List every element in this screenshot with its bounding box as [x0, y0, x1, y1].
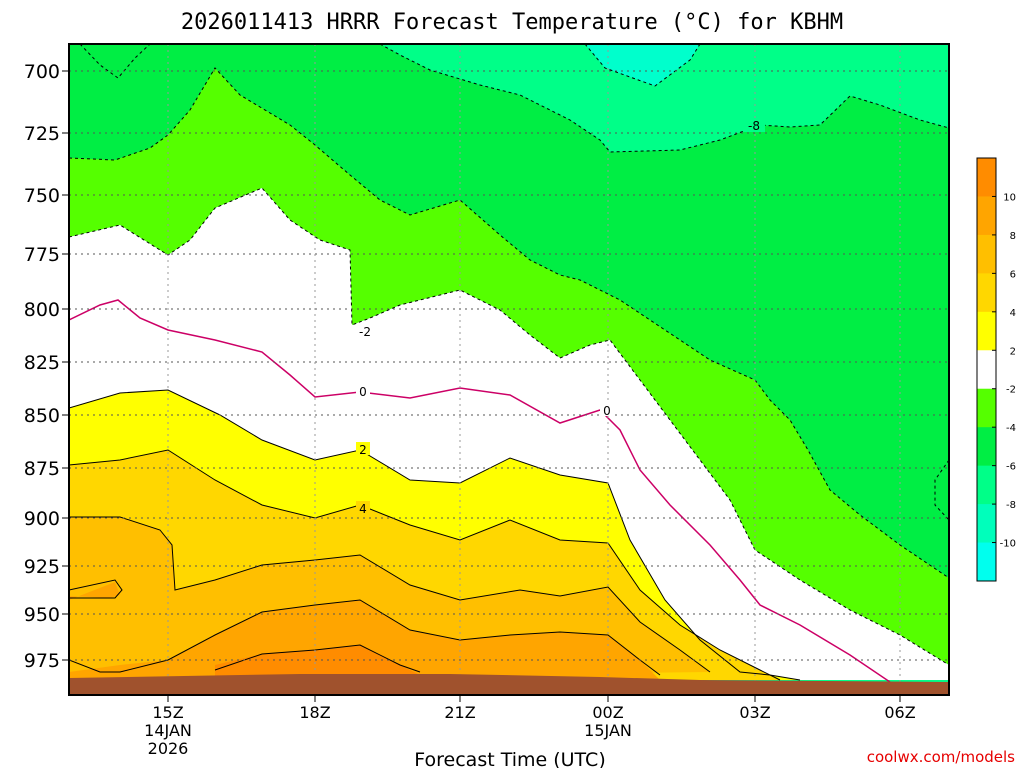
colorbar-label: -2 [1006, 385, 1016, 396]
colorbar-label: -8 [1006, 500, 1016, 511]
region-zero-fill [69, 188, 949, 680]
colorbar-label: -10 [1000, 539, 1016, 550]
colorbar-swatch [977, 388, 996, 428]
y-tick-label: 700 [24, 61, 60, 83]
colorbar-label: 2 [1010, 346, 1016, 357]
contour-label-minus2: -2 [359, 325, 371, 339]
x-tick-label: 06Z [884, 703, 915, 722]
y-tick-label: 975 [24, 650, 60, 672]
colorbar: 10 8 6 4 2 -2 -4 -6 -8 -10 [976, 157, 1016, 582]
colorbar-swatch [977, 311, 996, 351]
region-minus2-fill [69, 68, 949, 665]
plot-area [69, 44, 949, 695]
zero-contour [69, 299, 891, 683]
y-tick-label: 875 [24, 458, 60, 480]
colorbar-swatch [977, 158, 996, 197]
contour-label-plus2: 2 [359, 443, 367, 457]
colorbar-label: 8 [1010, 231, 1016, 242]
x-tick-label: 21Z [444, 703, 475, 722]
watermark-text: coolwx.com/models [867, 748, 1015, 766]
y-tick-label: 950 [24, 604, 60, 626]
colorbar-swatch [977, 196, 996, 236]
vertical-gridlines [167, 44, 901, 695]
ground-surface [69, 674, 949, 695]
colorbar-swatch [977, 542, 996, 582]
region-plus8-fill [69, 582, 120, 600]
colorbar-swatch [977, 273, 996, 313]
y-tick-label: 850 [24, 405, 60, 427]
x-tick-sublabel: 14JAN [144, 721, 192, 740]
contour-label-zero-left: 0 [359, 385, 367, 399]
y-tick-label: 750 [24, 185, 60, 207]
colorbar-swatch [977, 234, 996, 274]
y-tick-label: 800 [24, 299, 60, 321]
contour-label-plus4: 4 [359, 502, 367, 516]
horizontal-gridlines [69, 70, 949, 661]
plot-frame [68, 43, 950, 696]
x-axis-label: Forecast Time (UTC) [414, 749, 605, 768]
colorbar-label: -6 [1006, 462, 1016, 473]
contour-label-minus8: -8 [748, 119, 760, 133]
y-axis: 700 725 750 775 800 825 850 875 900 925 950 975 [24, 61, 69, 672]
x-tick-sublabel: 2026 [148, 739, 189, 758]
region-plus8-lower [69, 600, 660, 680]
region-minus10-fill [585, 44, 700, 86]
y-tick-label: 825 [24, 352, 60, 374]
colorbar-label: -4 [1006, 423, 1016, 434]
colorbar-label: 4 [1010, 308, 1016, 319]
colorbar-label: 6 [1010, 269, 1016, 280]
colorbar-swatch [977, 427, 996, 467]
colorbar-label: 10 [1003, 192, 1016, 203]
x-tick-label: 15Z [152, 703, 183, 722]
y-tick-label: 775 [24, 244, 60, 266]
colorbar-swatch [977, 350, 996, 390]
dashed-contours [69, 44, 949, 666]
x-tick-label: 18Z [299, 703, 330, 722]
solid-contours [69, 389, 801, 681]
region-minus4-fill [69, 44, 949, 578]
colorbar-swatch [977, 465, 996, 505]
colorbar-frame [976, 157, 997, 582]
x-tick-label: 03Z [739, 703, 770, 722]
y-tick-label: 725 [24, 123, 60, 145]
x-tick-sublabel: 15JAN [584, 721, 632, 740]
y-tick-label: 925 [24, 556, 60, 578]
x-tick-label: 00Z [592, 703, 623, 722]
y-tick-label: 900 [24, 508, 60, 530]
contour-labels: -8 -2 0 0 2 4 [356, 119, 765, 516]
chart-title: 2026011413 HRRR Forecast Temperature (°C… [181, 10, 843, 35]
contour-label-zero-right: 0 [603, 404, 611, 418]
colorbar-swatch [977, 504, 996, 544]
